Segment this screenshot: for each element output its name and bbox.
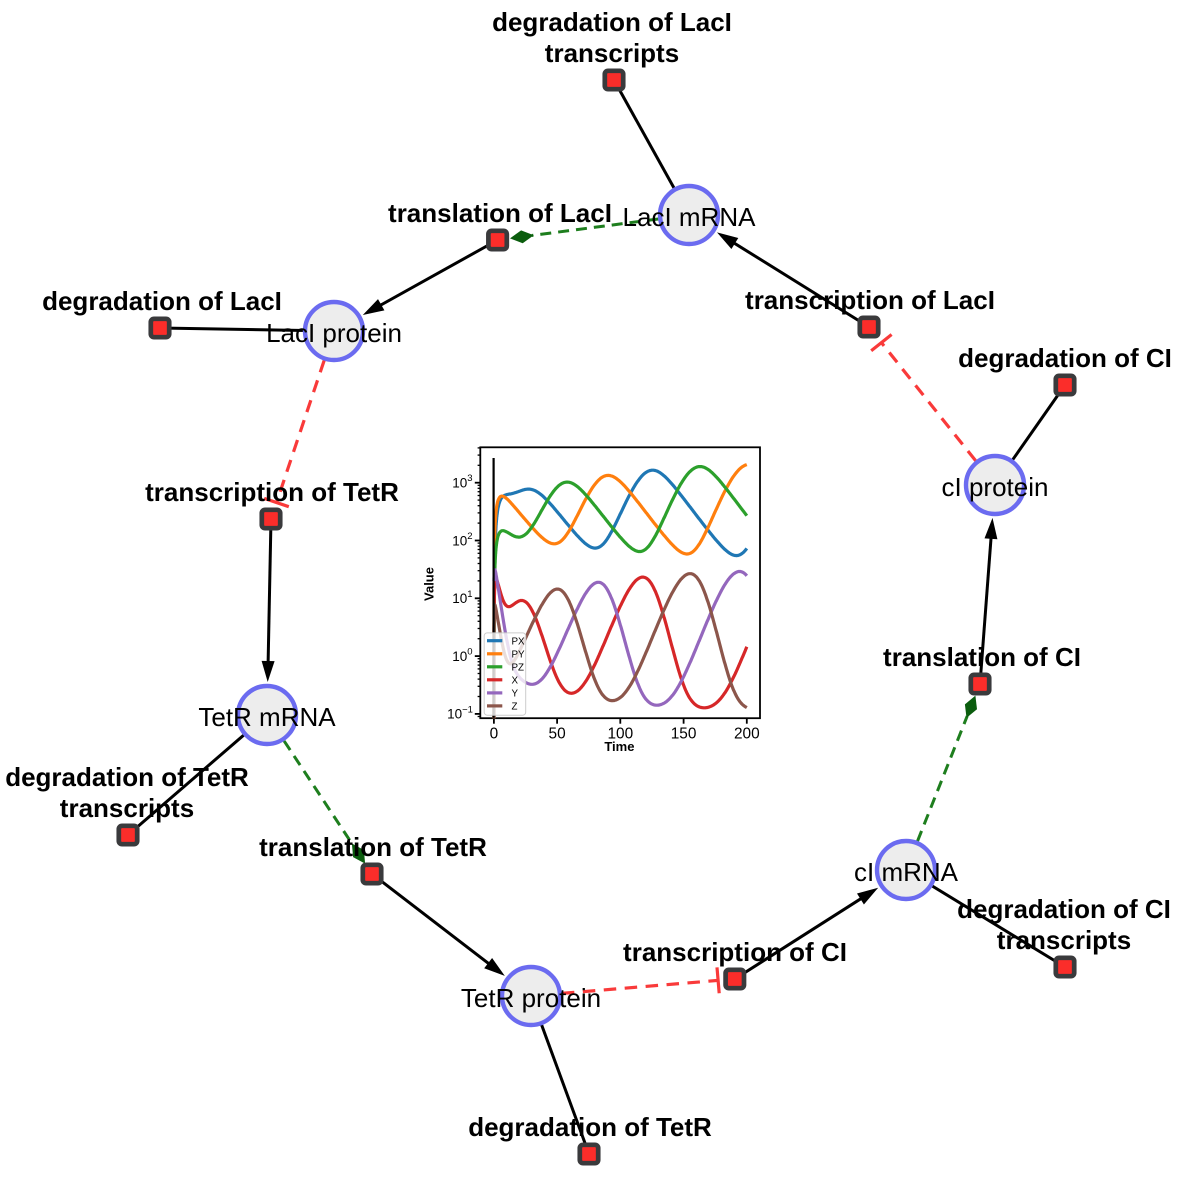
svg-text:1: 1 <box>467 589 472 600</box>
svg-text:translation of TetR: translation of TetR <box>259 832 487 862</box>
svg-text:TetR protein: TetR protein <box>461 983 601 1013</box>
svg-text:100: 100 <box>607 726 633 743</box>
svg-text:10: 10 <box>452 649 467 664</box>
svg-text:TetR mRNA: TetR mRNA <box>198 702 336 732</box>
svg-text:10: 10 <box>452 591 467 606</box>
svg-text:PZ: PZ <box>512 662 525 673</box>
svg-text:degradation of CI: degradation of CI <box>957 894 1171 924</box>
svg-text:transcripts: transcripts <box>60 793 194 823</box>
svg-text:Y: Y <box>512 689 519 700</box>
svg-text:degradation of TetR: degradation of TetR <box>468 1112 712 1142</box>
svg-text:0: 0 <box>467 647 472 658</box>
svg-text:degradation of TetR: degradation of TetR <box>5 762 249 792</box>
svg-text:X: X <box>512 675 519 686</box>
svg-text:cI mRNA: cI mRNA <box>854 857 959 887</box>
svg-text:Value: Value <box>422 567 437 601</box>
svg-text:3: 3 <box>467 473 472 484</box>
svg-text:10: 10 <box>452 533 467 548</box>
svg-text:0: 0 <box>490 726 499 743</box>
svg-text:LacI protein: LacI protein <box>266 318 402 348</box>
svg-text:2: 2 <box>467 531 472 542</box>
svg-text:LacI mRNA: LacI mRNA <box>623 202 757 232</box>
svg-text:cI protein: cI protein <box>942 472 1049 502</box>
svg-text:translation of LacI: translation of LacI <box>388 198 612 228</box>
svg-text:translation of CI: translation of CI <box>883 642 1081 672</box>
svg-text:degradation of LacI: degradation of LacI <box>492 7 732 37</box>
svg-text:150: 150 <box>671 726 697 743</box>
svg-text:degradation of CI: degradation of CI <box>958 343 1172 373</box>
svg-text:PX: PX <box>512 636 526 647</box>
svg-text:−1: −1 <box>462 704 473 715</box>
svg-text:50: 50 <box>549 726 566 743</box>
svg-text:10: 10 <box>447 707 462 722</box>
svg-text:200: 200 <box>734 726 760 743</box>
svg-text:transcripts: transcripts <box>997 925 1131 955</box>
svg-text:10: 10 <box>452 476 467 491</box>
svg-text:Time: Time <box>604 739 634 754</box>
svg-text:transcripts: transcripts <box>545 38 679 68</box>
svg-text:degradation of LacI: degradation of LacI <box>42 286 282 316</box>
svg-text:transcription of LacI: transcription of LacI <box>745 285 995 315</box>
svg-text:transcription of TetR: transcription of TetR <box>145 477 399 507</box>
svg-text:Z: Z <box>512 702 518 713</box>
svg-text:PY: PY <box>512 649 526 660</box>
svg-text:transcription of CI: transcription of CI <box>623 937 847 967</box>
